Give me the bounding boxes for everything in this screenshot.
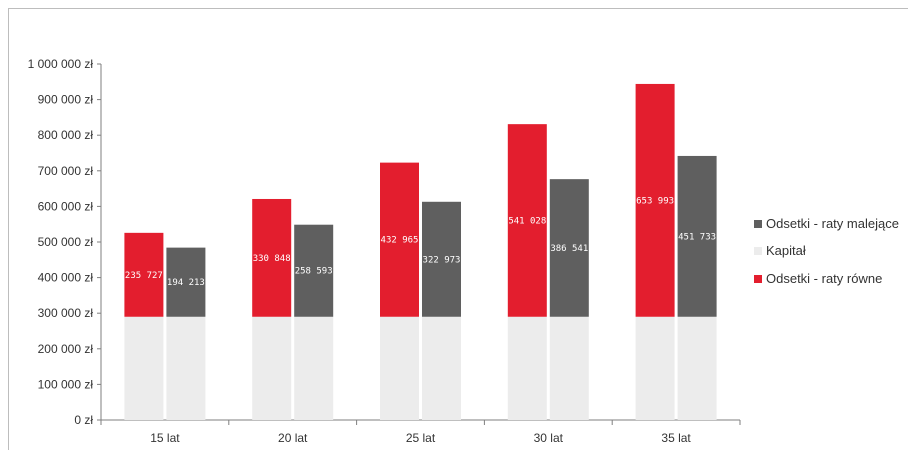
y-tick-label: 1 000 000 zł [28,57,94,71]
capital-bar-segment [294,316,334,420]
y-tick-label: 0 zł [74,413,93,427]
interest-equal-bar [252,198,292,317]
interest-decreasing-bar [166,247,206,317]
y-tick-label: 200 000 zł [38,342,94,356]
y-tick-label: 600 000 zł [38,199,94,213]
interest-equal-bar [635,83,675,317]
y-tick-label: 300 000 zł [38,306,94,320]
interest-equal-bar [507,124,547,317]
data-label: 322 973 [423,255,461,265]
capital-bar-segment [549,316,589,420]
y-tick-label: 400 000 zł [38,271,94,285]
legend-item-label: Odsetki - raty równe [766,271,882,286]
legend-item-label: Odsetki - raty malejące [766,216,899,231]
capital-bar-segment [380,316,419,420]
legend-swatch [754,220,762,228]
y-tick-label: 700 000 zł [38,164,94,178]
interest-equal-bar [124,232,164,317]
capital-bar-segment [252,316,292,420]
chart-frame [8,8,908,450]
capital-bar-segment [507,316,547,420]
capital-bar-segment [422,316,461,420]
interest-equal-bar [380,162,419,317]
capital-bar-segment [677,316,717,420]
interest-decreasing-bar [549,179,589,317]
legend-swatch [754,275,762,283]
x-tick-label: 30 lat [534,431,564,445]
x-tick-label: 35 lat [661,431,691,445]
x-tick-label: 25 lat [406,431,436,445]
y-tick-label: 100 000 zł [38,377,94,391]
data-label: 235 727 [125,271,163,281]
data-label: 258 593 [295,267,333,277]
legend-item-label: Kapitał [766,243,806,258]
data-label: 432 965 [381,236,419,246]
data-label: 653 993 [636,196,674,206]
capital-bar-segment [166,316,206,420]
y-tick-label: 900 000 zł [38,93,94,107]
capital-bar-segment [124,316,164,420]
y-tick-label: 800 000 zł [38,128,94,142]
legend-swatch [754,247,762,255]
y-tick-label: 500 000 zł [38,235,94,249]
data-label: 451 733 [678,232,716,242]
interest-decreasing-bar [294,224,334,317]
capital-bar-segment [635,316,675,420]
x-tick-label: 15 lat [150,431,180,445]
interest-decreasing-bar [677,155,717,317]
interest-decreasing-bar [422,201,461,317]
data-label: 541 028 [508,216,546,226]
data-label: 330 848 [253,254,291,264]
data-label: 194 213 [167,278,205,288]
data-label: 386 541 [550,244,588,254]
x-tick-label: 20 lat [278,431,308,445]
